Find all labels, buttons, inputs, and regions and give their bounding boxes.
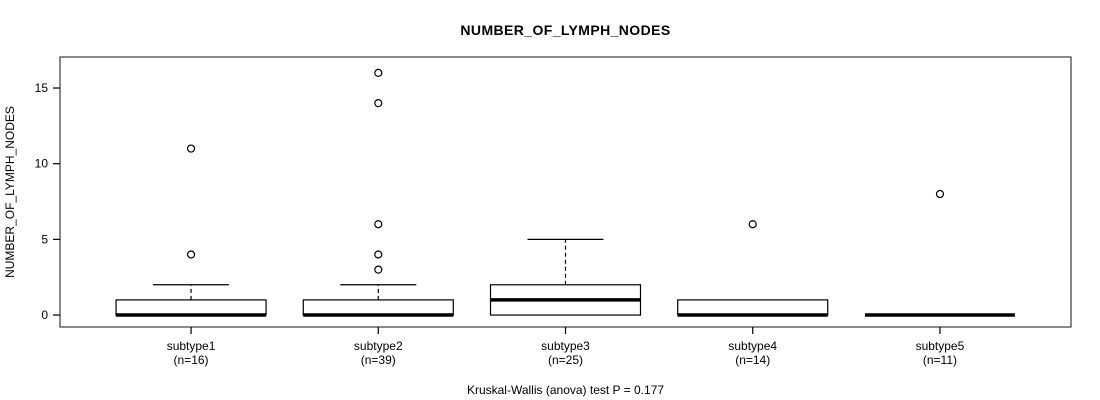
boxplot-subtype1: [115, 144, 267, 317]
boxplot-subtype2: [302, 68, 454, 317]
outlier-point: [374, 68, 383, 77]
boxplot-subtype4: [677, 220, 829, 317]
iqr-box: [302, 299, 454, 316]
x-tick-n-label: (n=11): [923, 353, 957, 367]
x-tick-label: subtype3: [541, 339, 590, 353]
outlier-point: [935, 189, 945, 199]
x-tick-n-label: (n=14): [735, 353, 770, 367]
iqr-box: [677, 299, 829, 316]
x-tick-label: subtype4: [728, 339, 777, 353]
x-tick-n-label: (n=39): [361, 353, 396, 367]
y-tick-label: 15: [35, 81, 49, 95]
outlier-point: [186, 144, 196, 153]
x-tick-n-label: (n=16): [174, 353, 209, 367]
chart-caption: Kruskal-Wallis (anova) test P = 0.177: [466, 383, 665, 397]
boxplot-subtype5: [864, 189, 1015, 317]
y-tick-label: 10: [35, 157, 49, 171]
x-tick-label: subtype5: [916, 339, 965, 353]
y-tick-label: 5: [41, 232, 48, 246]
y-tick-label: 0: [41, 308, 48, 322]
outlier-point: [748, 220, 757, 229]
x-tick-n-label: (n=25): [548, 353, 583, 367]
outlier-point: [374, 265, 383, 274]
outlier-point: [186, 250, 196, 259]
x-tick-label: subtype2: [354, 339, 403, 353]
x-tick-label: subtype1: [167, 339, 216, 353]
outlier-point: [374, 250, 383, 259]
boxplot-subtype3: [489, 238, 642, 316]
iqr-box: [115, 299, 267, 316]
chart-title: NUMBER_OF_LYMPH_NODES: [460, 22, 671, 38]
outlier-point: [374, 220, 383, 229]
outlier-point: [374, 99, 383, 108]
